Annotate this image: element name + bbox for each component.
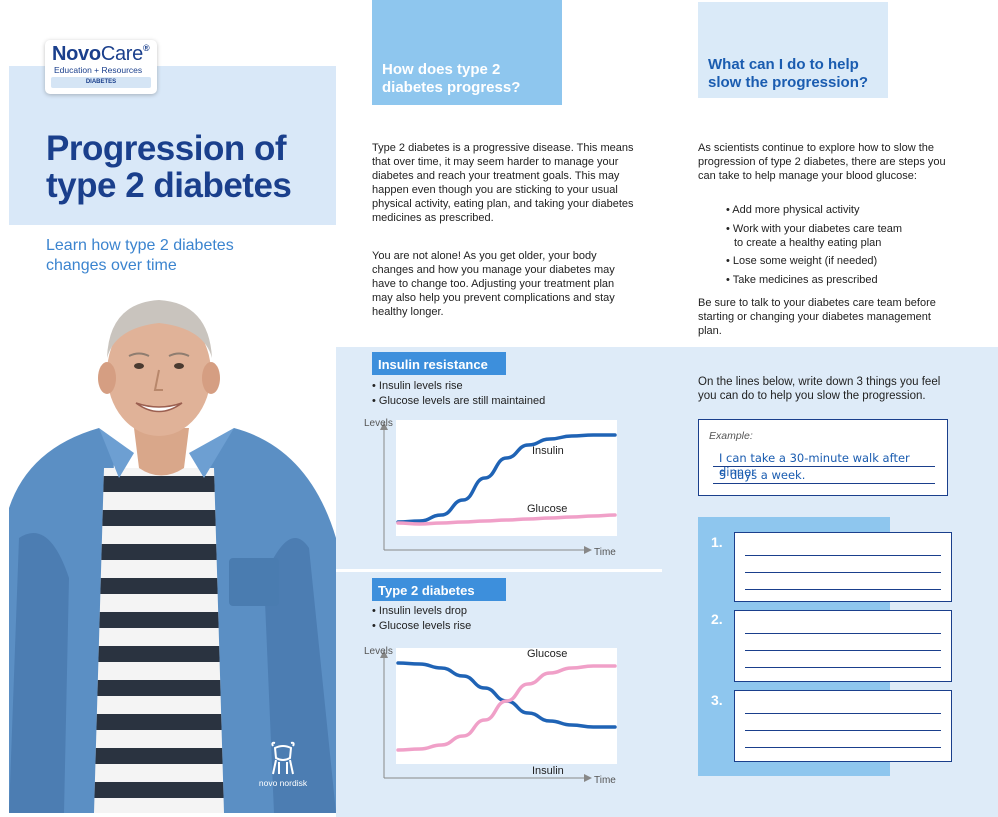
answer-number: 1. (711, 534, 723, 550)
chart1-note: • Glucose levels are still maintained (372, 395, 546, 407)
worksheet-instruction: On the lines below, write down 3 things … (698, 376, 941, 402)
chart1-title: Insulin resistance (372, 352, 506, 375)
chart1-note: • Insulin levels rise (372, 380, 463, 392)
x-axis-arrow (584, 546, 592, 554)
example-box: Example: I can take a 30-minute walk aft… (698, 419, 948, 496)
progress-paragraph-1: Type 2 diabetes is a progressive disease… (372, 142, 634, 224)
slow-outro: Be sure to talk to your diabetes care te… (698, 297, 936, 337)
chart-divider (336, 569, 662, 572)
page-title: Progression of type 2 diabetes (46, 129, 292, 205)
man-illustration (9, 300, 336, 813)
series-label-insulin: Insulin (532, 765, 564, 777)
y-axis-label: Levels (364, 418, 393, 429)
x-axis-label: Time (594, 547, 616, 558)
chart1-notes: • Insulin levels rise • Glucose levels a… (372, 379, 545, 409)
chart2-plot: Levels Time Insulin Glucose (364, 646, 617, 786)
chart2-title: Type 2 diabetes (372, 578, 506, 601)
answer-box-1[interactable] (734, 532, 952, 602)
series-line-glucose (396, 513, 617, 526)
series-label-glucose: Glucose (527, 648, 567, 660)
novocare-logo: NovoCare® Education + Resources DIABETES (45, 40, 157, 94)
chart2-note: • Insulin levels drop (372, 605, 467, 617)
bull-icon (271, 741, 295, 775)
progress-header: How does type 2 diabetes progress? (372, 0, 562, 105)
x-axis-arrow (584, 774, 592, 782)
y-axis-label: Levels (364, 646, 393, 657)
answer-box-2[interactable] (734, 610, 952, 682)
example-label: Example: (709, 430, 753, 442)
page-subtitle: Learn how type 2 diabetes changes over t… (46, 237, 234, 274)
example-line-2: 5 days a week. (719, 468, 806, 482)
example-line-1: I can take a 30-minute walk after dinner (719, 451, 910, 479)
series-line-insulin (396, 433, 617, 524)
answer-number: 3. (711, 692, 723, 708)
chart1-plot: Levels Time Insulin Glucose (364, 418, 617, 558)
slow-header: What can I do to help slow the progressi… (698, 2, 888, 98)
bullet-item: • Add more physical activity (726, 204, 860, 216)
progress-paragraph-2: You are not alone! As you get older, you… (372, 250, 615, 318)
bullet-item: • Take medicines as prescribed (726, 273, 878, 286)
slow-heading: What can I do to help slow the progressi… (708, 56, 869, 91)
progress-heading: How does type 2 diabetes progress? (382, 61, 521, 96)
series-label-glucose: Glucose (527, 503, 567, 515)
chart2-notes: • Insulin levels drop • Glucose levels r… (372, 604, 471, 634)
logo-category: DIABETES (51, 77, 151, 88)
company-name: novo nordisk (258, 778, 308, 788)
man-photo (9, 278, 336, 813)
series-label-insulin: Insulin (532, 445, 564, 457)
y-axis-arrow (380, 422, 388, 430)
bullet-item: • Lose some weight (if needed) (726, 255, 878, 267)
y-axis-arrow (380, 650, 388, 658)
novo-nordisk-logo: novo nordisk (248, 740, 318, 788)
slow-bullet-list: • Add more physical activity • Work with… (726, 203, 966, 291)
logo-tagline: Education + Resources (54, 65, 143, 75)
series-line-glucose (396, 664, 617, 752)
bullet-item: • Work with your diabetes care team to cr… (726, 222, 903, 249)
answer-number: 2. (711, 611, 723, 627)
answer-box-3[interactable] (734, 690, 952, 762)
logo-brand: NovoCare® (52, 43, 150, 65)
chart2-note: • Glucose levels rise (372, 620, 472, 632)
x-axis-label: Time (594, 775, 616, 786)
slow-intro: As scientists continue to explore how to… (698, 142, 946, 182)
